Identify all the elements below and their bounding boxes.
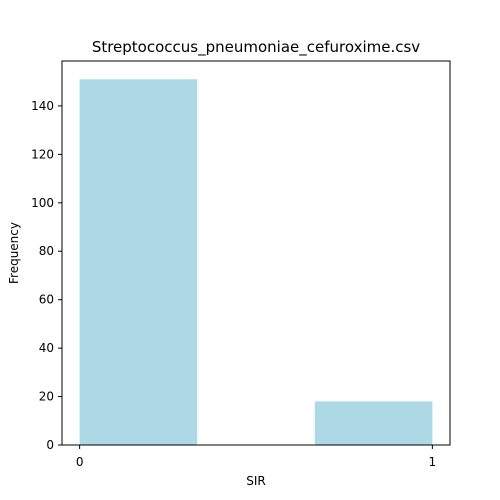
histogram-bar-1 (79, 79, 198, 446)
x-tick-label: 0 (76, 455, 84, 469)
y-axis-label: Frequency (7, 222, 21, 284)
y-tick-label: 100 (31, 196, 54, 210)
x-axis-label: SIR (246, 474, 266, 488)
x-tick-label: 1 (429, 455, 437, 469)
y-tick-label: 140 (31, 99, 54, 113)
plot-frame (61, 60, 451, 446)
y-tick-label: 60 (39, 293, 54, 307)
y-tick-label: 20 (39, 390, 54, 404)
chart-title: Streptococcus_pneumoniae_cefuroxime.csv (92, 38, 420, 57)
histogram-bar-2 (314, 401, 433, 445)
y-tick-label: 40 (39, 341, 54, 355)
y-tick-label: 80 (39, 244, 54, 258)
y-axis-ticks: 0 20 40 60 80 100 120 140 (31, 99, 62, 452)
y-tick-label: 0 (46, 438, 54, 452)
bars-group (79, 79, 433, 446)
y-tick-label: 120 (31, 147, 54, 161)
